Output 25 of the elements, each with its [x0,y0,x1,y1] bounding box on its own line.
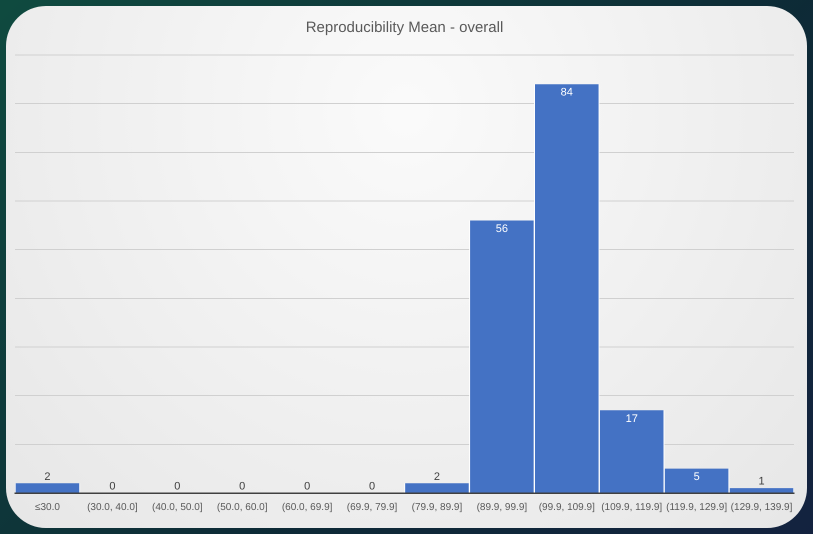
data-label: 17 [626,412,638,425]
x-tick-label: (119.9, 129.9] [666,502,728,513]
data-label: 0 [304,480,310,493]
x-tick-label: (89.9, 99.9] [476,502,528,513]
data-label: 0 [368,480,376,493]
data-label: 56 [496,223,508,235]
x-tick-label: (40.0, 50.0] [152,502,203,513]
data-label: 0 [239,480,246,493]
x-tick-label: (79.9, 89.9] [412,502,462,513]
x-tick-label: (109.9, 119.9] [601,502,662,513]
chart-title: Reproducibility Mean - overall [306,19,504,36]
data-label: 5 [694,471,700,484]
x-tick-label: (69.9, 79.9] [346,502,398,513]
x-tick-label: (50.0, 60.0] [216,502,268,513]
data-label: 84 [560,86,573,99]
data-label: 1 [758,476,765,488]
x-tick-label: (129.9, 139.9] [730,502,793,513]
data-label: 2 [434,470,440,483]
x-tick-label: (60.0, 69.9] [282,502,333,513]
data-label: 0 [174,480,180,493]
data-label: 0 [109,480,116,493]
data-label: 2 [44,470,51,483]
x-tick-label: (99.9, 109.9] [538,502,596,513]
x-tick-label: ≤30.0 [34,502,60,513]
x-tick-label: (30.0, 40.0] [87,502,138,513]
